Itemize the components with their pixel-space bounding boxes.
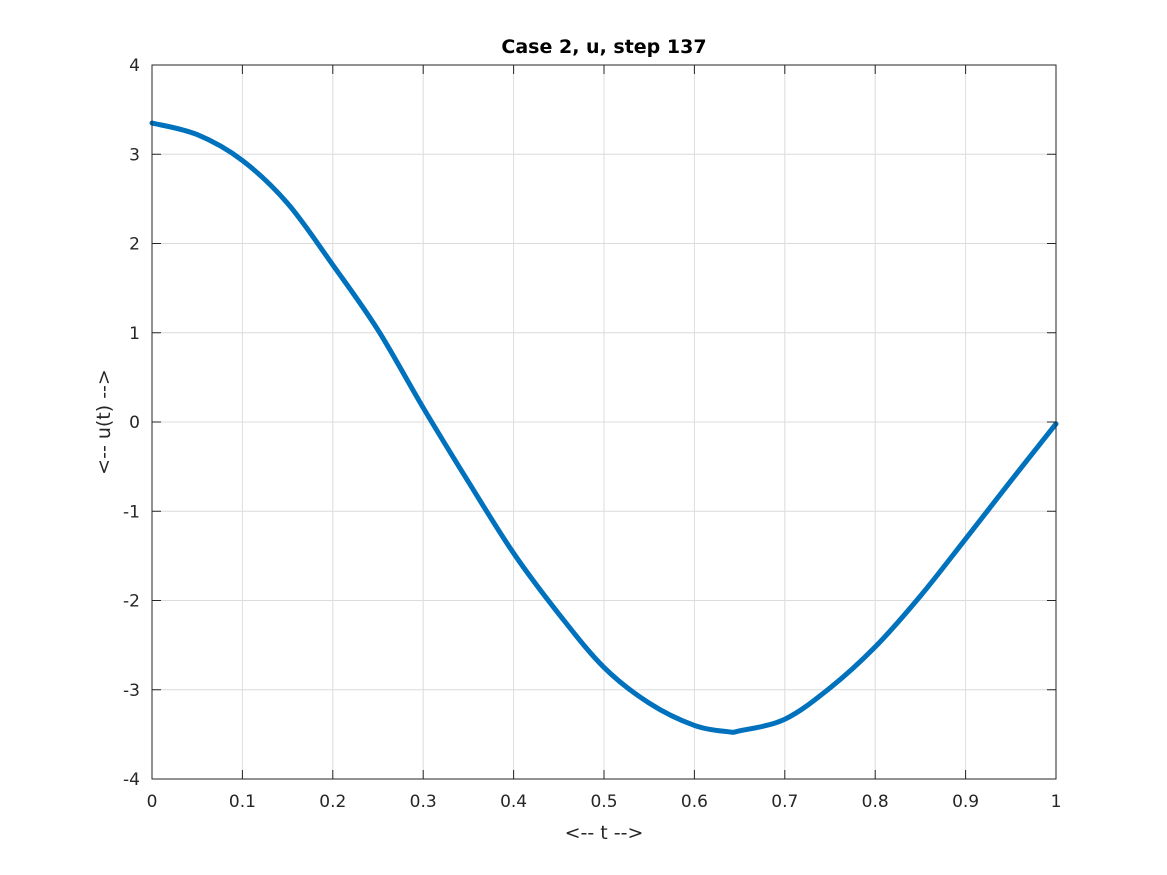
x-axis-label: <-- t --> — [565, 822, 644, 844]
x-tick-label: 0.2 — [319, 792, 346, 812]
y-tick-label: 3 — [129, 145, 140, 165]
y-tick-label: 0 — [129, 413, 140, 433]
x-tick-label: 0.8 — [862, 792, 889, 812]
x-tick-label: 0.5 — [590, 792, 617, 812]
y-tick-label: 1 — [129, 324, 140, 344]
y-tick-label: -4 — [123, 770, 140, 790]
x-tick-label: 0.6 — [681, 792, 708, 812]
x-tick-label: 0 — [147, 792, 158, 812]
x-tick-label: 0.7 — [771, 792, 798, 812]
series-line-u — [149, 120, 1059, 735]
axis-ticks: 0 0.1 0.2 0.3 0.4 0.5 0.6 0.7 0.8 0.9 1 -4 -3 -2 -1 0 1 2… — [123, 56, 1061, 812]
x-tick-label: 1 — [1051, 792, 1062, 812]
y-tick-label: -2 — [123, 592, 140, 612]
grid-lines — [151, 64, 1057, 780]
x-tick-label: 0.4 — [500, 792, 527, 812]
y-axis-label: <-- u(t) --> — [93, 369, 115, 475]
x-tick-label: 0.3 — [410, 792, 437, 812]
x-tick-label: 0.9 — [952, 792, 979, 812]
chart-title: Case 2, u, step 137 — [501, 36, 706, 58]
y-tick-label: -3 — [123, 681, 140, 701]
y-tick-label: 2 — [129, 235, 140, 255]
x-tick-label: 0.1 — [229, 792, 256, 812]
y-tick-label: -1 — [123, 502, 140, 522]
y-tick-label: 4 — [129, 56, 140, 76]
